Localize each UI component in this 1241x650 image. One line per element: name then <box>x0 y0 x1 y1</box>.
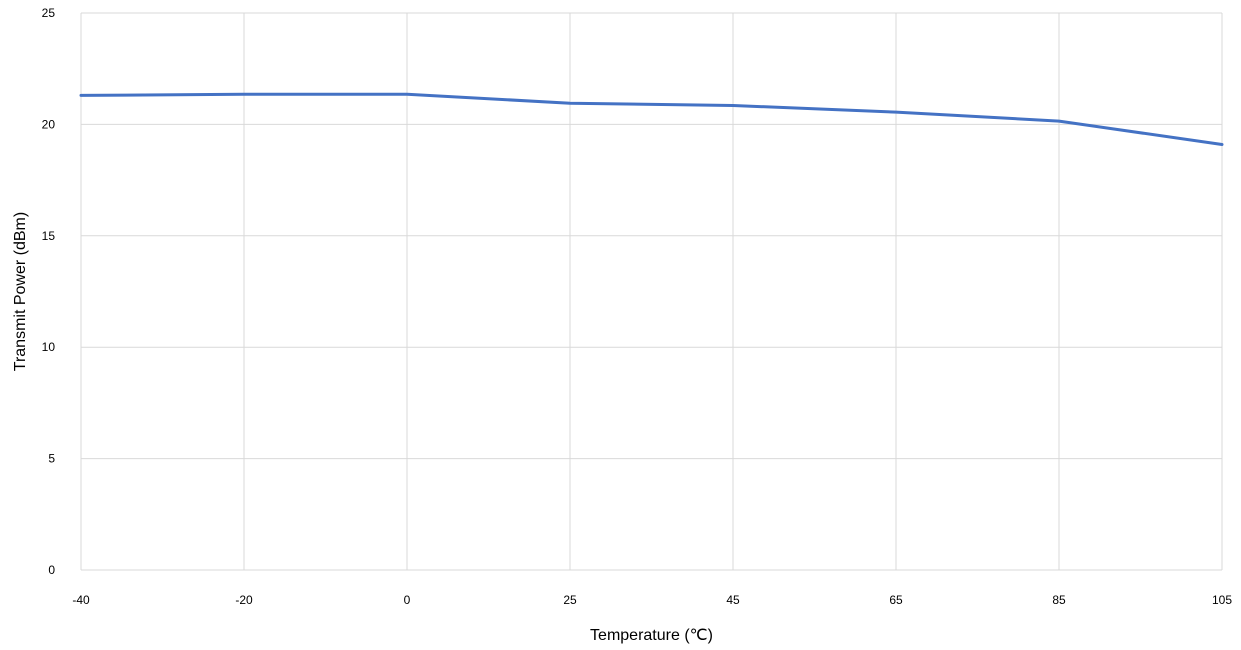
x-tick-label: 25 <box>563 593 577 607</box>
y-tick-label: 15 <box>42 229 56 243</box>
vertical-gridlines <box>80 13 1223 570</box>
horizontal-gridlines <box>81 12 1222 571</box>
x-tick-label: 105 <box>1212 593 1232 607</box>
series-group <box>79 92 1224 146</box>
y-tick-label: 5 <box>48 452 55 466</box>
x-tick-label: 65 <box>889 593 903 607</box>
y-axis-tick-labels: 0 5 10 15 20 25 <box>42 6 56 577</box>
x-tick-label: 85 <box>1052 593 1066 607</box>
y-tick-label: 0 <box>48 563 55 577</box>
y-tick-label: 10 <box>42 340 56 354</box>
x-tick-label: 45 <box>726 593 740 607</box>
series-line <box>79 92 1224 146</box>
y-tick-label: 20 <box>42 117 56 131</box>
x-tick-label: 0 <box>404 593 411 607</box>
x-axis-tick-labels: -40 -20 0 25 45 65 85 105 <box>72 593 1232 607</box>
x-tick-label: -20 <box>235 593 253 607</box>
y-tick-label: 25 <box>42 6 56 20</box>
x-axis-title: Temperature (℃) <box>590 627 713 644</box>
y-axis-title: Transmit Power (dBm) <box>12 212 29 371</box>
x-tick-label: -40 <box>72 593 90 607</box>
